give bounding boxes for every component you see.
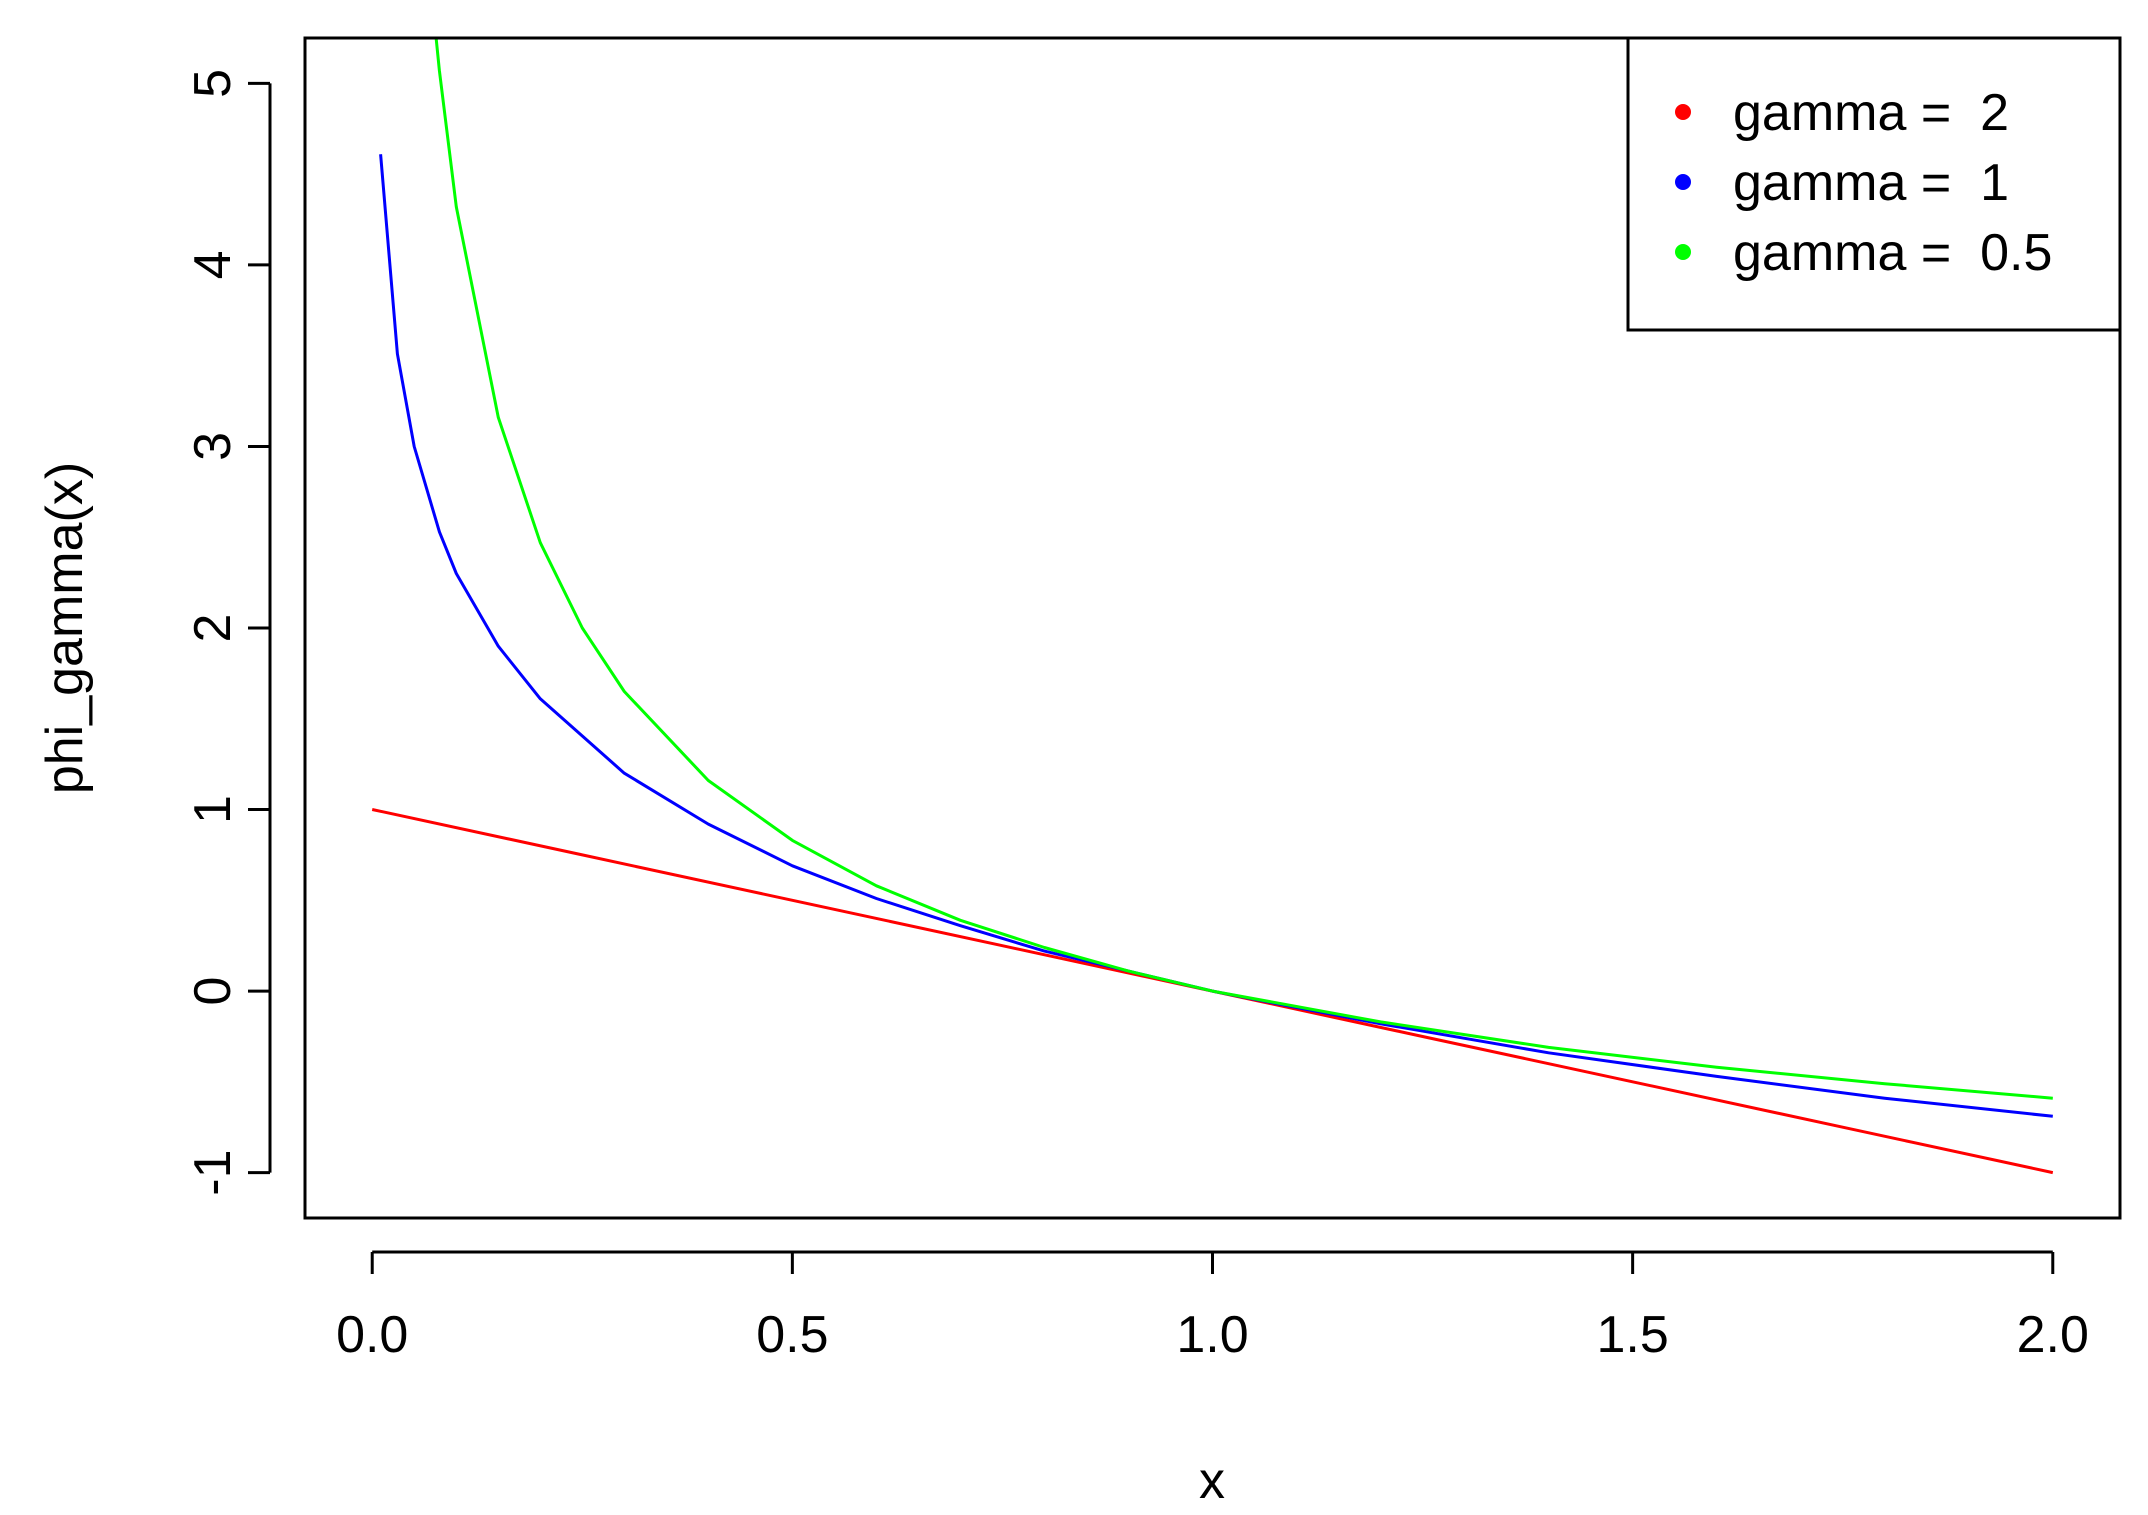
x-tick-label: 1.5 [1596, 1306, 1668, 1364]
legend-label-0: gamma = 2 [1733, 84, 2009, 142]
legend-label-1: gamma = 1 [1733, 154, 2009, 212]
legend-label-2: gamma = 0.5 [1733, 224, 2052, 282]
y-tick-label: -1 [184, 1149, 242, 1195]
legend: gamma = 2 gamma = 1 gamma = 0.5 [1626, 36, 2122, 332]
legend-frame [1626, 36, 2122, 332]
plot-frame [303, 36, 2122, 1220]
x-tick-label: 0.5 [756, 1306, 828, 1364]
y-tick-label: 1 [184, 795, 242, 824]
y-axis: -1 0 1 2 3 4 5 [184, 69, 272, 1196]
y-tick-label: 4 [184, 250, 242, 279]
x-tick-label: 1.0 [1176, 1306, 1248, 1364]
series-line-2 [434, 38, 2053, 1100]
y-tick-label: 5 [184, 69, 242, 98]
y-tick-label: 2 [184, 614, 242, 643]
legend-marker-0 [1675, 104, 1691, 120]
y-tick-label: 0 [184, 977, 242, 1006]
x-tick-label: 2.0 [2017, 1306, 2089, 1364]
x-tick-label: 0.0 [336, 1306, 408, 1364]
series-layer [371, 38, 2054, 1175]
x-axis: 0.0 0.5 1.0 1.5 2.0 [336, 1250, 2089, 1364]
legend-marker-2 [1675, 244, 1691, 260]
x-axis-label: x [1199, 1452, 1225, 1510]
y-axis-label: phi_gamma(x) [36, 462, 94, 794]
series-line-1 [379, 154, 2053, 1118]
legend-marker-1 [1675, 174, 1691, 190]
y-tick-label: 3 [184, 432, 242, 461]
